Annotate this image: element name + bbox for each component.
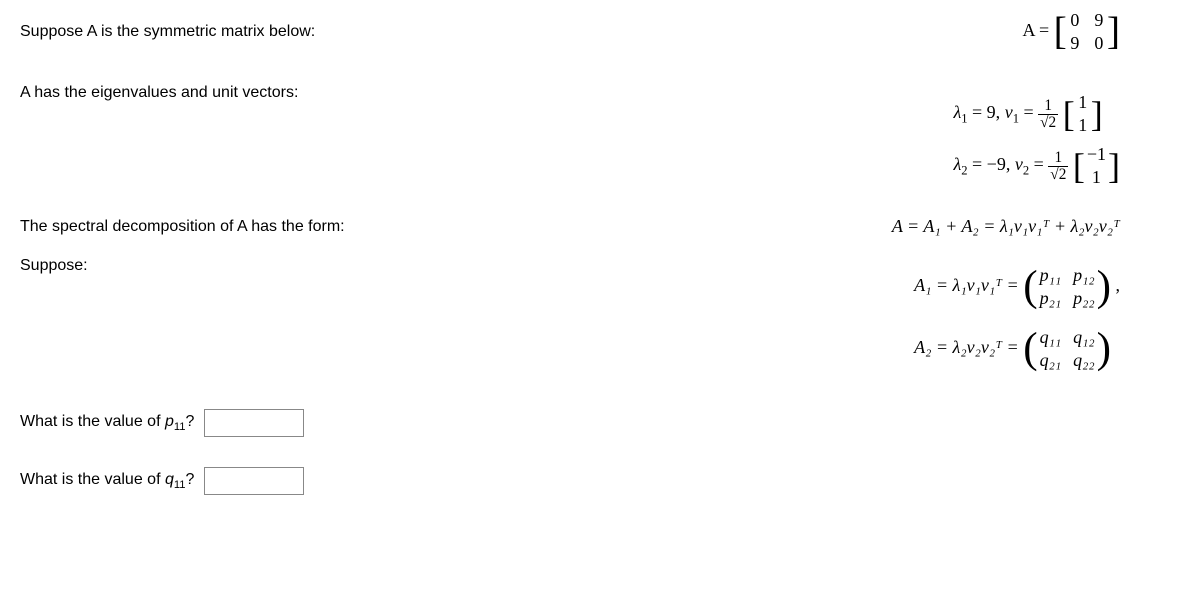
spectral-eq: A = A₁ + A₂ = λ₁v₁v₁ᵀ + λ₂v₂v₂ᵀ <box>892 216 1120 236</box>
row-matrix-a: Suppose A is the symmetric matrix below:… <box>20 10 1180 54</box>
p22: p₂₂ <box>1073 288 1095 309</box>
frac-1-sqrt2-a: 1 √2 <box>1038 98 1058 130</box>
bracket-right: ] <box>1107 16 1120 48</box>
eigen-line-1: λ1 = 9, v1 = 1 √2 [ 1 1 ] <box>953 92 1120 136</box>
v1-bot: 1 <box>1077 115 1089 136</box>
input-p11[interactable] <box>204 409 304 437</box>
A-12: 9 <box>1093 10 1105 31</box>
A2-line: A₂ = λ₂v₂v₂ᵀ = ( q₁₁ q₁₂ q₂₁ q₂₂ ) <box>914 327 1120 371</box>
matrix-A: [ 0 9 9 0 ] <box>1054 10 1120 54</box>
A1-line: A₁ = λ₁v₁v₁ᵀ = ( p₁₁ p₁₂ p₂₁ p₂₂ ) , <box>914 265 1120 309</box>
row-suppose: Suppose: A₁ = λ₁v₁v₁ᵀ = ( p₁₁ p₁₂ p₂₁ p₂… <box>20 257 1180 379</box>
p12: p₁₂ <box>1073 265 1095 286</box>
q21: q₂₁ <box>1040 350 1062 371</box>
A2-lhs: A₂ = λ₂v₂v₂ᵀ = <box>914 337 1023 357</box>
q11: q₁₁ <box>1040 327 1062 348</box>
v1-top: 1 <box>1077 92 1089 113</box>
label-A: A = <box>1022 20 1049 40</box>
p11: p₁₁ <box>1040 265 1062 286</box>
row-eigen: A has the eigenvalues and unit vectors: … <box>20 84 1180 196</box>
A-22: 0 <box>1093 33 1105 54</box>
A-11: 0 <box>1069 10 1081 31</box>
prompt-eigen: A has the eigenvalues and unit vectors: <box>20 84 298 102</box>
q22: q₂₂ <box>1073 350 1095 371</box>
q-q11-prompt: What is the value of q11? <box>20 471 194 491</box>
frac-1-sqrt2-b: 1 √2 <box>1048 150 1068 182</box>
matrix-p: ( p₁₁ p₁₂ p₂₁ p₂₂ ) <box>1023 265 1111 309</box>
v2: v <box>1015 154 1023 174</box>
math-matrix-a: A = [ 0 9 9 0 ] <box>1022 10 1180 54</box>
v2-top: −1 <box>1087 144 1106 165</box>
vector-v2: [ −1 1 ] <box>1073 144 1120 188</box>
prompt-matrix: Suppose A is the symmetric matrix below: <box>20 23 315 41</box>
q-p11-prompt: What is the value of p11? <box>20 413 194 433</box>
prompt-suppose: Suppose: <box>20 257 88 275</box>
A1-lhs: A₁ = λ₁v₁v₁ᵀ = <box>914 275 1023 295</box>
question-p11: What is the value of p11? <box>20 409 1180 437</box>
A-21: 9 <box>1069 33 1081 54</box>
question-q11: What is the value of q11? <box>20 467 1180 495</box>
row-spectral: The spectral decomposition of A has the … <box>20 216 1180 237</box>
vector-v1: [ 1 1 ] <box>1063 92 1103 136</box>
matrix-q: ( q₁₁ q₁₂ q₂₁ q₂₂ ) <box>1023 327 1111 371</box>
bracket-left: [ <box>1054 16 1067 48</box>
input-q11[interactable] <box>204 467 304 495</box>
eigen-line-2: λ2 = −9, v2 = 1 √2 [ −1 1 ] <box>953 144 1120 188</box>
v1: v <box>1005 102 1013 122</box>
A1-tail: , <box>1116 275 1121 295</box>
p21: p₂₁ <box>1040 288 1062 309</box>
prompt-spectral: The spectral decomposition of A has the … <box>20 218 345 236</box>
math-suppose: A₁ = λ₁v₁v₁ᵀ = ( p₁₁ p₁₂ p₂₁ p₂₂ ) , A₂ … <box>914 257 1180 379</box>
q12: q₁₂ <box>1073 327 1095 348</box>
math-eigen: λ1 = 9, v1 = 1 √2 [ 1 1 ] λ2 = −9, v2 = … <box>953 84 1180 196</box>
math-spectral: A = A₁ + A₂ = λ₁v₁v₁ᵀ + λ₂v₂v₂ᵀ <box>892 216 1180 237</box>
v2-bot: 1 <box>1087 167 1106 188</box>
